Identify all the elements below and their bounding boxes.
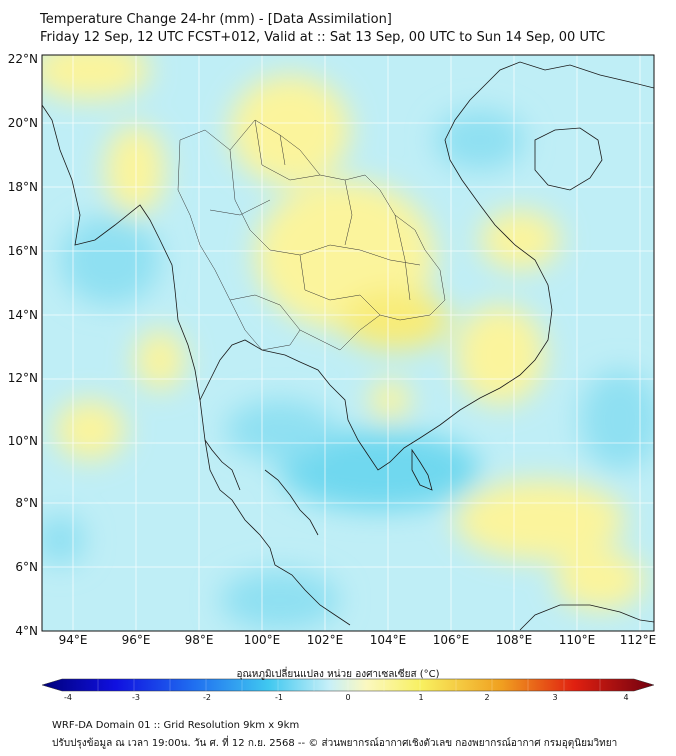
lon-label: 94°E	[58, 633, 88, 647]
lon-label: 96°E	[121, 633, 151, 647]
lon-label: 110°E	[558, 633, 596, 647]
lat-label: 4°N	[15, 624, 38, 638]
colorbar-tick: 3	[552, 693, 558, 702]
colorbar-tick: -2	[203, 693, 211, 702]
lat-label: 12°N	[7, 371, 38, 385]
chart-title: Temperature Change 24-hr (mm) - [Data As…	[40, 12, 392, 27]
lon-label: 104°E	[369, 633, 407, 647]
lon-label: 102°E	[306, 633, 344, 647]
lon-label: 106°E	[432, 633, 470, 647]
lat-label: 10°N	[7, 434, 38, 448]
lat-label: 18°N	[7, 180, 38, 194]
lat-label: 14°N	[7, 308, 38, 322]
lat-label: 16°N	[7, 244, 38, 258]
lat-label: 22°N	[7, 52, 38, 66]
colorbar-tick: 1	[418, 693, 424, 702]
colorbar	[41, 678, 655, 692]
colorbar-tick: -1	[275, 693, 283, 702]
lon-label: 98°E	[184, 633, 214, 647]
colorbar-tick: 2	[484, 693, 490, 702]
lon-label: 108°E	[495, 633, 533, 647]
lat-label: 8°N	[15, 496, 38, 510]
footer-domain-info: WRF-DA Domain 01 :: Grid Resolution 9km …	[52, 720, 300, 731]
colorbar-tick: -3	[132, 693, 140, 702]
map-frame	[41, 54, 655, 632]
lat-label: 6°N	[15, 560, 38, 574]
coastlines	[42, 61, 654, 631]
lat-label: 20°N	[7, 116, 38, 130]
footer-credit: ปรับปรุงข้อมูล ณ เวลา 19:00น. วัน ศ. ที่…	[52, 738, 618, 749]
colorbar-tick: 0	[345, 693, 351, 702]
temperature-field	[42, 55, 654, 630]
colorbar-title: อุณหภูมิเปลี่ยนแปลง หน่วย องศาเซลเซียส (…	[236, 669, 440, 680]
lon-label: 112°E	[619, 633, 657, 647]
chart-subtitle: Friday 12 Sep, 12 UTC FCST+012, Valid at…	[40, 30, 606, 45]
colorbar-tick: -4	[64, 693, 72, 702]
lon-label: 100°E	[243, 633, 281, 647]
colorbar-tick: 4	[623, 693, 629, 702]
map-area	[42, 55, 654, 631]
gridlines	[42, 55, 654, 631]
province-borders	[177, 119, 446, 351]
